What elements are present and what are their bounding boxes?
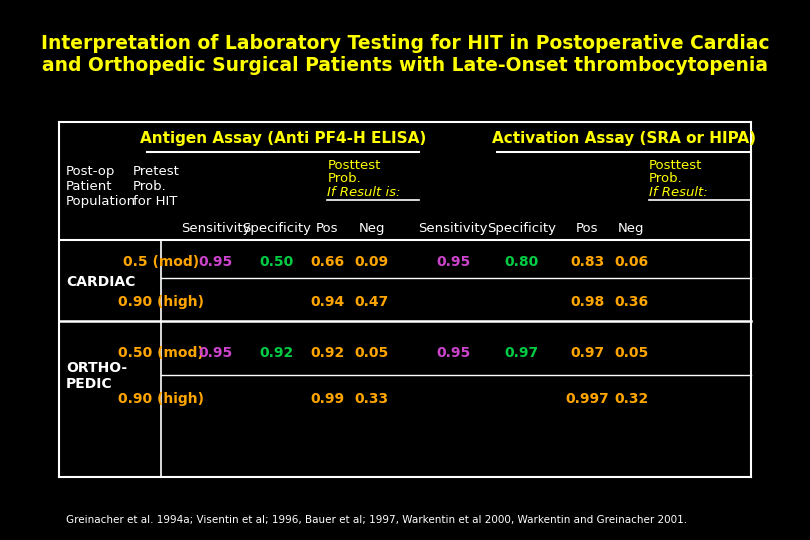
Text: Pretest
Prob.
for HIT: Pretest Prob. for HIT [133, 165, 180, 208]
Text: 0.66: 0.66 [310, 255, 344, 269]
Text: ORTHO-
PEDIC: ORTHO- PEDIC [66, 361, 127, 391]
Text: Posttest: Posttest [649, 159, 702, 172]
Text: Neg: Neg [618, 221, 644, 234]
Text: 0.92: 0.92 [259, 346, 293, 360]
Text: Posttest: Posttest [327, 159, 381, 172]
Text: 0.997: 0.997 [565, 392, 609, 406]
Text: 0.5 (mod): 0.5 (mod) [123, 255, 199, 269]
Text: 0.05: 0.05 [614, 346, 648, 360]
Text: 0.83: 0.83 [570, 255, 604, 269]
Text: 0.92: 0.92 [310, 346, 344, 360]
Text: Pos: Pos [576, 221, 599, 234]
Text: Sensitivity: Sensitivity [418, 221, 488, 234]
Text: 0.90 (high): 0.90 (high) [118, 295, 204, 309]
Text: 0.50: 0.50 [259, 255, 293, 269]
Text: 0.05: 0.05 [355, 346, 389, 360]
Text: 0.36: 0.36 [614, 295, 648, 309]
Text: If Result is:: If Result is: [327, 186, 401, 199]
Text: 0.50 (mod): 0.50 (mod) [118, 346, 204, 360]
Text: 0.95: 0.95 [436, 346, 470, 360]
Text: Post-op
Patient
Population: Post-op Patient Population [66, 165, 136, 208]
Text: Prob.: Prob. [327, 172, 361, 185]
Text: 0.09: 0.09 [355, 255, 389, 269]
Text: 0.33: 0.33 [355, 392, 389, 406]
Text: Interpretation of Laboratory Testing for HIT in Postoperative Cardiac
and Orthop: Interpretation of Laboratory Testing for… [40, 33, 769, 75]
Text: If Result:: If Result: [649, 186, 707, 199]
Text: Antigen Assay (Anti PF4-H ELISA): Antigen Assay (Anti PF4-H ELISA) [139, 131, 426, 146]
Text: Activation Assay (SRA or HIPA): Activation Assay (SRA or HIPA) [492, 131, 756, 146]
Text: 0.47: 0.47 [355, 295, 389, 309]
Text: 0.95: 0.95 [198, 346, 232, 360]
Text: Pos: Pos [316, 221, 339, 234]
Text: Greinacher et al. 1994a; Visentin et al; 1996, Bauer et al; 1997, Warkentin et a: Greinacher et al. 1994a; Visentin et al;… [66, 515, 687, 525]
Text: 0.90 (high): 0.90 (high) [118, 392, 204, 406]
Text: Prob.: Prob. [649, 172, 683, 185]
Text: Specificity: Specificity [487, 221, 556, 234]
Text: CARDIAC: CARDIAC [66, 275, 135, 289]
Text: 0.98: 0.98 [570, 295, 604, 309]
Text: 0.06: 0.06 [614, 255, 648, 269]
Text: 0.99: 0.99 [310, 392, 344, 406]
Text: 0.95: 0.95 [198, 255, 232, 269]
Text: 0.32: 0.32 [614, 392, 648, 406]
Text: 0.97: 0.97 [570, 346, 604, 360]
Text: 0.94: 0.94 [310, 295, 344, 309]
Text: Specificity: Specificity [242, 221, 311, 234]
Text: 0.95: 0.95 [436, 255, 470, 269]
Text: 0.97: 0.97 [505, 346, 539, 360]
Text: 0.80: 0.80 [505, 255, 539, 269]
Text: Neg: Neg [359, 221, 385, 234]
Text: Sensitivity: Sensitivity [181, 221, 250, 234]
